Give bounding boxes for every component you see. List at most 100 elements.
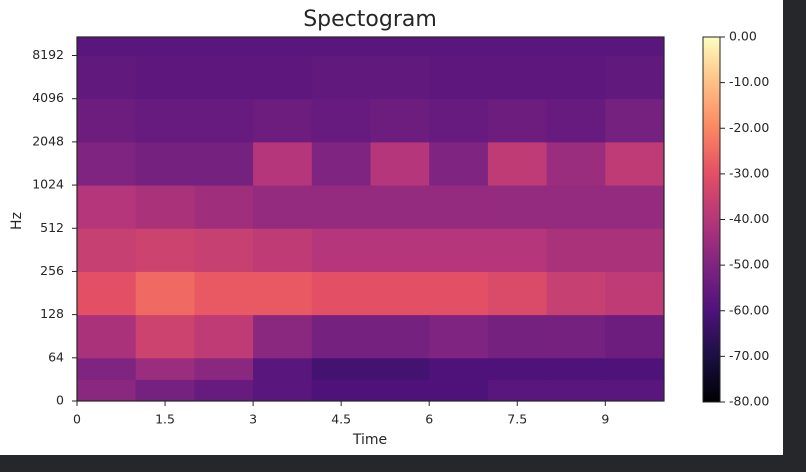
chart-title: Spectogram <box>303 7 437 32</box>
heatmap-cell <box>370 379 430 402</box>
heatmap-cell <box>135 379 195 402</box>
heatmap-cell <box>605 141 665 186</box>
heatmap-cell <box>429 98 489 143</box>
y-tick-label: 64 <box>48 349 64 364</box>
heatmap-cell <box>135 141 195 186</box>
heatmap-cell <box>135 185 195 229</box>
colorbar-tick-label: 0.00 <box>729 29 757 44</box>
heatmap-cell <box>311 37 371 57</box>
heatmap-cell <box>77 357 137 380</box>
heatmap-cell <box>370 141 430 186</box>
heatmap-cell <box>546 55 606 100</box>
y-tick-label: 8192 <box>32 47 64 62</box>
heatmap-cell <box>135 98 195 143</box>
heatmap-cell <box>370 185 430 229</box>
heatmap-cell <box>77 37 137 57</box>
colorbar-tick-label: -60.00 <box>729 302 769 317</box>
heatmap-cell <box>253 37 313 57</box>
heatmap-cell <box>487 141 548 186</box>
x-tick-label: 3 <box>249 412 257 427</box>
heatmap-cell <box>487 271 548 316</box>
heatmap-cell <box>487 185 548 229</box>
heatmap-cell <box>605 228 665 272</box>
heatmap-cell <box>253 98 313 143</box>
heatmap-cell <box>370 314 430 359</box>
heatmap-cell <box>605 271 665 316</box>
heatmap-cell <box>253 271 313 316</box>
heatmap-cell <box>429 185 489 229</box>
colorbar-tick-label: -30.00 <box>729 165 769 180</box>
y-axis-label: Hz <box>9 212 25 230</box>
x-axis-label: Time <box>352 432 387 448</box>
heatmap-cell <box>605 55 665 100</box>
heatmap-cell <box>311 379 371 402</box>
heatmap-cell <box>429 55 489 100</box>
heatmap-cell <box>135 314 195 359</box>
heatmap-cell <box>194 228 254 272</box>
y-tick-label: 4096 <box>32 90 64 105</box>
heatmap-cell <box>546 185 606 229</box>
heatmap-cell <box>194 98 254 143</box>
heatmap-cell <box>605 98 665 143</box>
heatmap-cell <box>429 271 489 316</box>
y-tick-label: 128 <box>40 306 64 321</box>
heatmap-cell <box>135 55 195 100</box>
heatmap-cell <box>77 271 137 316</box>
heatmap-cell <box>605 37 665 57</box>
heatmap-cell <box>429 314 489 359</box>
heatmap-cell <box>77 228 137 272</box>
colorbar-tick-label: -80.00 <box>729 394 769 409</box>
heatmap-cell <box>311 228 371 272</box>
heatmap-cell <box>487 98 548 143</box>
heatmap-cell <box>429 141 489 186</box>
heatmap-cell <box>546 37 606 57</box>
heatmap-cell <box>311 357 371 380</box>
heatmap-cell <box>253 185 313 229</box>
x-tick-label: 4.5 <box>331 412 351 427</box>
heatmap-cell <box>605 185 665 229</box>
plot-frame <box>76 36 665 402</box>
heatmap-cell <box>194 357 254 380</box>
y-tick-label: 0 <box>56 393 64 408</box>
heatmap-cell <box>370 228 430 272</box>
heatmap-cell <box>253 379 313 402</box>
heatmap-cell <box>77 379 137 402</box>
heatmap-cell <box>311 271 371 316</box>
heatmap-cell <box>253 55 313 100</box>
heatmap-cell <box>311 98 371 143</box>
heatmap-cell <box>487 55 548 100</box>
heatmap-cell <box>546 271 606 316</box>
heatmap-cell <box>546 314 606 359</box>
heatmap-cell <box>77 98 137 143</box>
heatmap-cell <box>605 314 665 359</box>
x-tick-label: 1.5 <box>155 412 175 427</box>
heatmap-cell <box>253 228 313 272</box>
heatmap-cell <box>370 98 430 143</box>
x-tick-label: 9 <box>601 412 609 427</box>
heatmap-cell <box>194 314 254 359</box>
heatmap-cell <box>77 141 137 186</box>
y-tick-label: 512 <box>40 220 64 235</box>
heatmap-cell <box>311 141 371 186</box>
heatmap-cell <box>135 228 195 272</box>
x-tick-label: 0 <box>73 412 81 427</box>
heatmap-cell <box>194 55 254 100</box>
colorbar-tick-label: -10.00 <box>729 74 769 89</box>
heatmap-cell <box>370 357 430 380</box>
heatmap-cell <box>546 141 606 186</box>
heatmap-cell <box>546 379 606 402</box>
heatmap-cell <box>135 357 195 380</box>
heatmap-cell <box>487 314 548 359</box>
heatmap-cell <box>194 185 254 229</box>
colorbar-tick-label: -40.00 <box>729 211 769 226</box>
heatmap-cell <box>253 357 313 380</box>
heatmap-cell <box>487 228 548 272</box>
heatmap-cell <box>605 357 665 380</box>
heatmap-cell <box>194 141 254 186</box>
heatmap-cell <box>253 314 313 359</box>
y-tick-label: 256 <box>40 263 64 278</box>
heatmap-cell <box>77 314 137 359</box>
heatmap-cell <box>311 55 371 100</box>
